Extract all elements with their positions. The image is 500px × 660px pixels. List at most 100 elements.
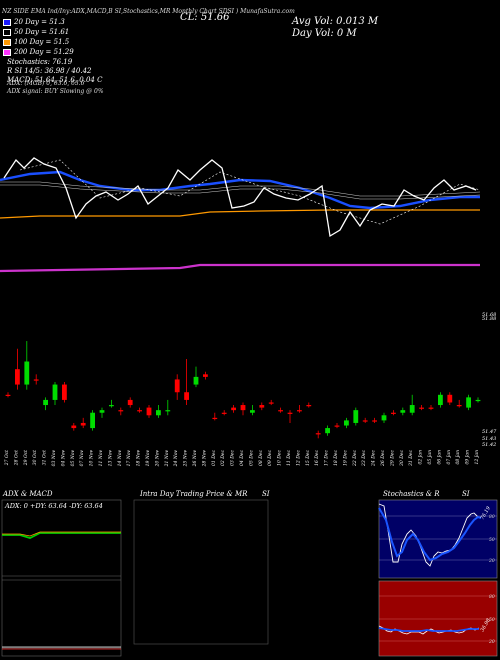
date-tick-label: 05 Jan bbox=[427, 450, 433, 465]
candle-body bbox=[127, 399, 133, 406]
legend-swatch-ema20 bbox=[3, 18, 11, 26]
date-tick-label: 07 Jan bbox=[446, 450, 452, 465]
candle-body bbox=[325, 428, 330, 434]
date-tick-label: 04 Dec bbox=[239, 450, 245, 466]
rsi-tick-20: 20 bbox=[488, 639, 495, 645]
candle-body bbox=[297, 410, 302, 412]
candles bbox=[5, 341, 481, 439]
candle-body bbox=[259, 405, 265, 408]
candle-body bbox=[221, 412, 227, 414]
date-tick-label: 10 Nov bbox=[89, 450, 95, 467]
stoch-panel-title: Stochastics & R bbox=[383, 490, 440, 498]
adx-panel-readout: ADX: 0 +DY: 63.64 -DY: 63.64 bbox=[4, 502, 103, 510]
candle-body bbox=[24, 361, 30, 385]
price-label-51-47: 51.47 bbox=[482, 429, 497, 435]
candle-body bbox=[400, 410, 406, 413]
date-tick-label: 20 Nov bbox=[154, 450, 160, 468]
ema20-line bbox=[0, 170, 480, 210]
stoch-panel-frame bbox=[378, 499, 498, 579]
date-tick-label: 12 Jan bbox=[474, 450, 480, 465]
intraday-panel-title: Intra Day Trading Price & MR bbox=[140, 490, 248, 498]
adx-minus-di-line bbox=[2, 531, 121, 537]
date-tick-label: 02 Dec bbox=[220, 450, 226, 466]
date-tick-label: 22 Dec bbox=[352, 450, 358, 467]
date-tick-label: 24 Nov bbox=[173, 450, 179, 468]
candle-body bbox=[447, 394, 453, 403]
candle-body bbox=[287, 412, 293, 414]
intraday-panel-frame bbox=[133, 499, 269, 645]
date-tick-label: 05 Dec bbox=[248, 450, 254, 466]
ema-lines bbox=[0, 157, 481, 273]
date-tick-label: 28 Nov bbox=[201, 450, 207, 468]
candle-body bbox=[109, 405, 114, 407]
candle-body bbox=[391, 412, 396, 414]
date-tick-label: 29 Dec bbox=[389, 450, 395, 467]
date-tick-label: 10 Dec bbox=[277, 450, 283, 466]
date-tick-label: 17 Dec bbox=[324, 450, 330, 466]
date-tick-label: 26 Dec bbox=[380, 450, 386, 467]
date-tick-label: 15 Dec bbox=[305, 450, 311, 466]
date-tick-label: 21 Nov bbox=[164, 450, 170, 468]
candle-body bbox=[250, 410, 255, 413]
candle-body bbox=[344, 420, 349, 426]
candle-body bbox=[62, 384, 67, 400]
candle-body bbox=[156, 410, 161, 416]
candle-body bbox=[240, 405, 246, 411]
date-tick-label: 26 Nov bbox=[192, 450, 198, 468]
candle-body bbox=[90, 412, 95, 429]
date-tick-label: 12 Dec bbox=[295, 450, 301, 466]
intraday-si-label: SI bbox=[262, 490, 270, 498]
candle-body bbox=[362, 420, 368, 422]
candle-body bbox=[43, 399, 48, 406]
adx-plus-di-line bbox=[2, 532, 121, 539]
date-tick-label: 30 Oct bbox=[32, 450, 38, 465]
stoch-tick-80: 80 bbox=[489, 514, 495, 520]
candle-body bbox=[353, 410, 359, 423]
candle-body bbox=[5, 394, 11, 396]
stoch-d-line bbox=[378, 507, 482, 562]
date-tick-label: 18 Nov bbox=[136, 450, 142, 467]
date-tick-label: 11 Dec bbox=[286, 450, 292, 466]
date-tick-label: 06 Jan bbox=[436, 450, 442, 465]
ema100-line bbox=[0, 209, 480, 219]
candle-body bbox=[203, 374, 208, 377]
price-close-line bbox=[3, 157, 477, 238]
candle-body bbox=[231, 407, 236, 411]
candle-body bbox=[146, 407, 152, 416]
stochastics-readout: Stochastics: 76.19 bbox=[7, 58, 73, 66]
header-top-text: NZ SIDE EMA Ind/Iny:ADX,MACD,B SI,Stocha… bbox=[2, 8, 295, 15]
macd-readout: MACD: 51.64, 51.6, 0.04 C bbox=[7, 76, 103, 84]
adx-panel-frame bbox=[1, 499, 122, 657]
legend-ema20: 20 Day = 51.3 bbox=[3, 18, 65, 26]
candle-body bbox=[475, 399, 481, 402]
candle-body bbox=[409, 405, 415, 413]
price-label-51-43: 51.43 bbox=[482, 436, 496, 442]
trend-dashed-line bbox=[19, 159, 481, 225]
price-label-51-42: 51.42 bbox=[482, 442, 496, 448]
adx-readout: ADX: (MGB) 0, 63.6, 63.6 bbox=[7, 80, 85, 87]
rsi-signal-line bbox=[378, 627, 479, 632]
avg-volume: Avg Vol: 0.013 M bbox=[292, 16, 379, 27]
candle-body bbox=[456, 405, 462, 407]
legend-swatch-ema200 bbox=[3, 48, 11, 56]
date-tick-label: 04 Nov bbox=[60, 450, 66, 467]
date-tick-label: 24 Dec bbox=[371, 450, 377, 467]
candle-body bbox=[268, 402, 274, 404]
date-tick-label: 19 Dec bbox=[342, 450, 348, 466]
legend-ema100: 100 Day = 51.5 bbox=[3, 38, 69, 46]
legend-ema50: 50 Day = 51.61 bbox=[3, 28, 69, 36]
candle-body bbox=[428, 407, 434, 409]
candle-body bbox=[372, 420, 377, 422]
ema200-line bbox=[0, 263, 480, 273]
legend-swatch-ema100 bbox=[3, 38, 11, 46]
price-axis: 51.88 51.68 51.47 51.43 51.42 bbox=[482, 312, 497, 448]
date-tick-label: 29 Oct bbox=[23, 450, 29, 466]
legend-label-ema20: 20 Day = 51.3 bbox=[14, 18, 65, 26]
main-chart: 27 Oct 28 Oct 29 Oct 30 Oct 31 Oct 03 Nov 04 N… bbox=[0, 157, 497, 468]
date-tick-label: 31 Oct bbox=[42, 450, 48, 465]
close-label: CL: 51.66 bbox=[180, 12, 230, 23]
date-tick-label: 09 Jan bbox=[465, 450, 471, 465]
candle-body bbox=[15, 369, 20, 385]
stoch-value-label: 76.19 bbox=[480, 505, 493, 521]
